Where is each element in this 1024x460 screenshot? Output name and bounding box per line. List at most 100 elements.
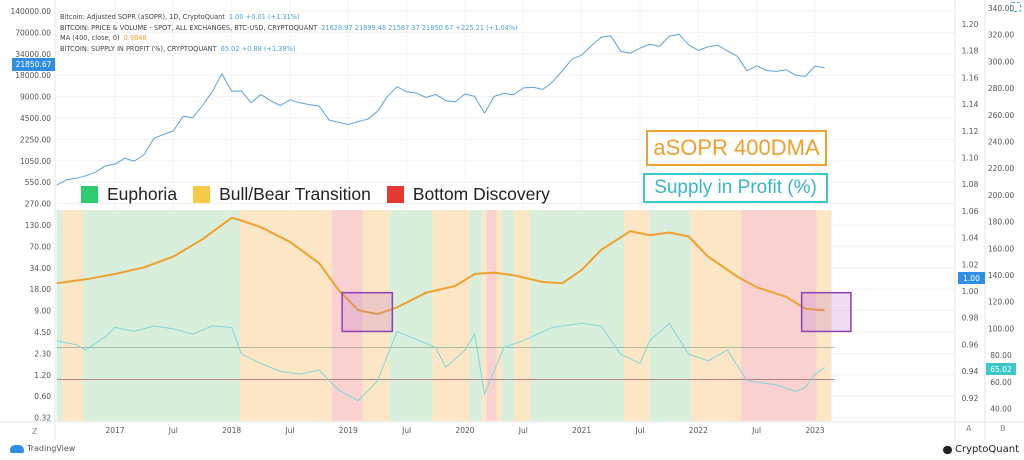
axis-b-tick-label: 200.00 [988, 191, 1014, 200]
regime-band-euphoria [83, 210, 240, 421]
tradingview-cloud-icon [10, 444, 24, 453]
asopr-ma-line [56, 216, 825, 316]
axis-a-tick-label: 1.20 [962, 20, 979, 29]
highlight-box [341, 291, 394, 333]
axis-a-tick-label: 1.16 [962, 73, 979, 82]
left-axis-tick-label: 4500.00 [20, 114, 51, 123]
axis-a-tick-label: 0.94 [962, 367, 979, 376]
left-axis-tick-label: 34000.00 [15, 50, 51, 59]
axis-b-tick-label: 160.00 [988, 244, 1014, 253]
axis-b-tick-label: 300.00 [988, 57, 1014, 66]
screenshot-icon[interactable] [1010, 2, 1021, 12]
left-axis-tick-label: 4.50 [34, 328, 51, 337]
axis-a-tick-label: 0.92 [962, 394, 979, 403]
euphoria-swatch [81, 185, 98, 203]
regime-band-transition [496, 210, 503, 421]
x-tick-label: 2021 [572, 426, 591, 435]
regime-band-euphoria [389, 210, 433, 421]
regime-band-euphoria [502, 210, 515, 421]
left-axis-tick-label: 18.00 [30, 285, 52, 294]
axis-a-tick-label: 1.04 [962, 234, 979, 243]
x-tick-label: 2017 [105, 426, 124, 435]
bottom-label: Bottom Discovery [412, 183, 550, 204]
axis-b-tick-label: 100.00 [988, 324, 1014, 333]
regime-band-transition [690, 210, 742, 421]
x-tick-label: 2022 [689, 426, 708, 435]
legend-ma: MA (400, close, 0) 0.9848 [60, 34, 147, 43]
price-badge: 21850.67 [12, 58, 55, 71]
price-values: 21628.97 21899.48 21587.37 21850.67 +225… [321, 24, 518, 32]
asopr-annotation: aSOPR 400DMA [646, 130, 827, 166]
regime-band-euphoria [649, 210, 691, 421]
x-tick-label: Jul [518, 426, 528, 435]
axis-b-tick-label: 60.00 [990, 378, 1012, 387]
axis-a-tick-label: 1.18 [962, 47, 979, 56]
axis-a-tick-label: 1.10 [962, 154, 979, 163]
cryptoquant-logo: CryptoQuant [943, 444, 1019, 455]
regime-band-euphoria [530, 210, 625, 421]
tradingview-text: TradingView [27, 444, 76, 453]
left-axis-tick-label: 140000.00 [10, 7, 51, 16]
asopr-values: 1.00 +0.01 (+1.31%) [228, 13, 300, 21]
axis-a-tick-label: 1.00 [962, 287, 979, 296]
axes: 2017 Jul 2018 Jul 2019 Jul 2020 Jul 2021 Jul 2022 J… [0, 0, 1024, 440]
x-tick-label: Jul [284, 426, 294, 435]
axis-a-tick-label: 0.96 [962, 340, 979, 349]
ma-value: 0.9848 [123, 34, 147, 42]
left-axis-tick-label: 34.00 [30, 264, 52, 273]
x-tick-label: Jul [751, 426, 761, 435]
x-tick-label: Jul [634, 426, 644, 435]
axis-b-tick-label: 240.00 [988, 138, 1014, 147]
regime-band-transition [514, 210, 531, 421]
transition-swatch [193, 185, 211, 203]
left-axis-tick-label: 2.30 [34, 349, 51, 358]
cryptoquant-icon [943, 445, 952, 454]
tradingview-logo: TradingView [10, 444, 75, 453]
legend-price: BITCOIN: PRICE & VOLUME - SPOT, ALL EXCH… [60, 24, 518, 33]
price-label: BITCOIN: PRICE & VOLUME - SPOT, ALL EXCH… [60, 24, 318, 32]
left-axis-tick-label: 0.60 [34, 392, 51, 401]
legend-asopr: Bitcoin: Adjusted SOPR (aSOPR), 1D, Cryp… [60, 13, 300, 22]
regime-band-euphoria [56, 210, 63, 421]
highlight-box [800, 291, 852, 333]
supply-annotation-text: Supply in Profit (%) [654, 177, 817, 198]
axis-b-tick-label: 120.00 [988, 298, 1014, 307]
price-badge-text: 21850.67 [15, 60, 52, 69]
x-tick-label: 2023 [805, 426, 824, 435]
axis-b-tick-label: 140.00 [988, 271, 1014, 280]
axis-a-tick-label: 1.14 [962, 100, 979, 109]
x-tick-label: 2020 [455, 426, 474, 435]
supply-badge-text: 65.02 [990, 364, 1012, 374]
x-tick-label: 2018 [222, 426, 241, 435]
supply-values: 65.02 +0.88 (+1.38%) [220, 45, 296, 53]
axis-a-tick-label: 1.08 [962, 180, 979, 189]
x-tick-label: Jul [401, 426, 411, 435]
legend-transition: Bull/Bear Transition [193, 184, 371, 204]
series-lines [56, 33, 825, 402]
axis-b-tick-label: 220.00 [988, 164, 1014, 173]
left-axis-tick-label: 0.32 [34, 414, 51, 423]
log-scale-button[interactable]: Z [32, 427, 38, 436]
highlight-boxes [341, 291, 852, 333]
left-axis-tick-label: 70.00 [30, 242, 52, 251]
asopr-annotation-text: aSOPR 400DMA [653, 135, 820, 160]
axis-b-tick-label: 280.00 [988, 84, 1014, 93]
supply-in-profit-line [56, 322, 825, 402]
left-axis-tick-label: 9.00 [34, 307, 51, 316]
asopr-label: Bitcoin: Adjusted SOPR (aSOPR), 1D, Cryp… [60, 13, 225, 21]
axis-b-tick-label: 260.00 [988, 111, 1014, 120]
supply-reference-lines [57, 346, 835, 380]
axis-a-button[interactable]: A [966, 424, 972, 433]
left-axis-tick-label: 70000.00 [15, 28, 51, 37]
axis-b-tick-label: 180.00 [988, 218, 1014, 227]
legend-bottom: Bottom Discovery [386, 183, 550, 204]
left-axis-tick-label: 550.00 [25, 178, 51, 187]
legend-euphoria: Euphoria [81, 184, 177, 204]
left-axis-tick-label: 9000.00 [20, 93, 51, 102]
axis-b-tick-label: 80.00 [990, 351, 1012, 360]
axis-b-button[interactable]: B [1000, 424, 1006, 433]
regime-band-bottom [486, 210, 497, 421]
price-line [56, 33, 825, 186]
left-axis-tick-label: 270.00 [25, 200, 51, 209]
